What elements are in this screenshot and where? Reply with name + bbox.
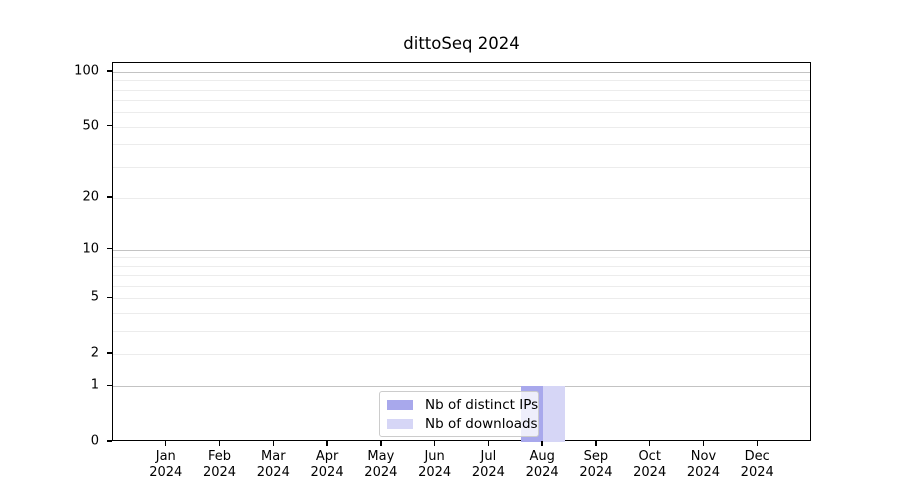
x-tick-month: Apr [315,449,339,464]
x-tick-year: 2024 [471,465,505,480]
gridline-minor [113,285,810,287]
legend-swatch [387,418,413,429]
y-tick [107,124,112,127]
gridline-minor [113,353,810,355]
x-tick-label: Apr 2024 [292,449,362,481]
gridline-minor [113,166,810,168]
gridline-minor [113,100,810,102]
x-tick-label: Oct 2024 [615,449,685,481]
y-tick [107,384,112,387]
x-tick-year: 2024 [149,465,183,480]
y-tick-label: 20 [82,189,99,205]
x-tick-month: Sep [583,449,609,464]
y-tick-label: 1 [90,377,99,393]
x-tick [380,441,382,446]
x-tick-month: Mar [261,449,286,464]
x-tick-month: Jan [155,449,176,464]
y-tick [107,352,112,354]
x-tick-label: Jul 2024 [453,449,523,481]
plot-area: Nb of distinct IPs Nb of downloads [112,62,811,442]
x-tick-label: Nov 2024 [668,449,738,481]
legend-label: Nb of distinct IPs [425,396,539,413]
gridline-minor [113,89,810,91]
gridline-minor [113,126,810,128]
gridline-major [113,386,810,388]
x-tick-year: 2024 [579,465,613,480]
x-tick-month: Feb [208,449,232,464]
x-tick-year: 2024 [364,465,398,480]
x-tick-year: 2024 [633,465,667,480]
bar-nb-of-downloads [543,386,566,442]
legend-row: Nb of downloads [387,416,538,432]
gridline-minor [113,275,810,277]
gridline-minor [113,144,810,146]
y-tick-label: 0 [90,433,99,449]
x-tick-label: Dec 2024 [722,449,792,481]
x-tick-month: Aug [529,449,555,464]
x-tick-label: May 2024 [346,449,416,481]
x-tick-month: Dec [744,449,770,464]
y-tick-label: 5 [90,289,99,305]
x-tick [541,441,543,446]
y-tick [107,440,112,442]
x-tick-label: Mar 2024 [238,449,308,481]
x-tick [165,441,167,446]
x-tick-label: Sep 2024 [561,449,631,481]
x-tick-year: 2024 [418,465,452,480]
gridline-minor [113,330,810,332]
gridline-minor [113,80,810,82]
x-tick-month: Oct [638,449,661,464]
x-tick [756,441,758,446]
x-tick [433,441,436,446]
x-tick [595,441,597,446]
legend-label: Nb of downloads [425,415,538,432]
x-tick [702,441,705,446]
chart-title: dittoSeq 2024 [403,34,520,53]
y-tick [107,196,112,198]
x-tick-label: Jan 2024 [131,449,201,481]
x-tick [487,441,490,446]
legend-box: Nb of distinct IPs Nb of downloads [379,391,539,437]
legend-row: Nb of distinct IPs [387,397,538,413]
gridline-major [113,71,810,73]
x-tick-label: Feb 2024 [185,449,255,481]
y-tick [107,70,112,72]
x-tick [272,441,274,446]
x-tick-month: May [367,449,395,464]
y-tick-label: 10 [82,241,99,257]
y-tick [107,247,112,250]
legend-swatch [387,399,413,410]
x-tick-year: 2024 [686,465,720,480]
x-tick-month: Nov [690,449,717,464]
x-tick-year: 2024 [202,465,237,480]
gridline-major [113,249,810,251]
y-tick [107,296,112,298]
y-tick-label: 2 [90,345,99,361]
x-tick-label: Jun 2024 [400,449,470,481]
x-tick [218,441,221,446]
gridline-minor [113,257,810,259]
x-tick [648,441,651,446]
x-tick-year: 2024 [525,465,559,480]
x-tick-month: Jul [480,449,497,464]
x-tick-label: Aug 2024 [507,449,577,481]
y-tick-label: 100 [74,63,99,79]
gridline-minor [113,197,810,199]
gridline-minor [113,298,810,300]
gridline-minor [113,112,810,114]
x-tick-year: 2024 [740,465,774,480]
x-tick-year: 2024 [256,465,290,480]
y-tick-label: 50 [82,118,99,134]
gridline-minor [113,312,810,314]
x-tick-year: 2024 [310,465,344,480]
x-tick [326,441,328,446]
x-tick-month: Jun [424,449,445,464]
gridline-minor [113,265,810,267]
